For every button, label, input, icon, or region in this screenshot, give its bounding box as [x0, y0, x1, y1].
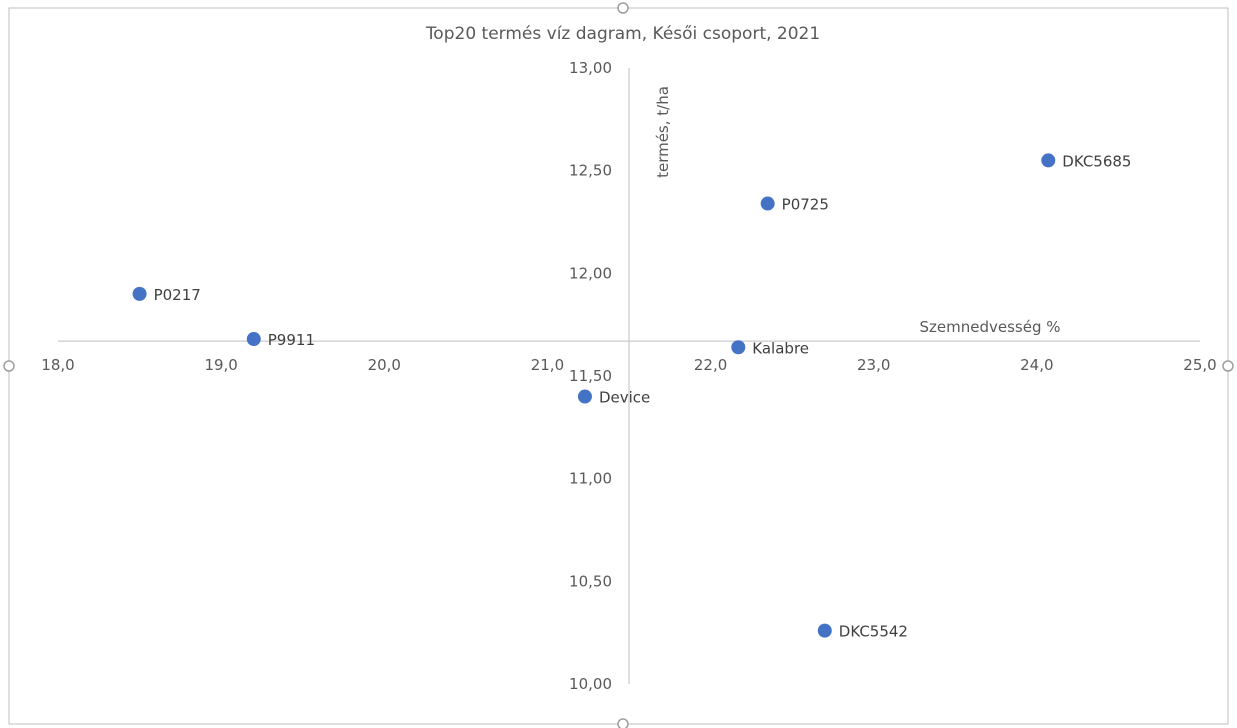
data-label: P0725: [782, 196, 829, 214]
data-label: Kalabre: [752, 339, 809, 357]
x-tick-label: 18,0: [41, 356, 74, 374]
data-point[interactable]: [132, 286, 147, 301]
data-point[interactable]: [731, 340, 746, 355]
data-point[interactable]: [760, 196, 775, 211]
y-tick-label: 12,50: [569, 162, 612, 180]
x-tick-label: 21,0: [531, 356, 564, 374]
y-tick-label: 11,00: [569, 470, 612, 488]
data-point[interactable]: [246, 332, 261, 347]
data-points: P0217 P9911 P0725 DKC5685 Kalabre Device DKC55…: [132, 152, 1131, 641]
resize-handle-right[interactable]: [1222, 360, 1234, 372]
data-label: DKC5685: [1062, 152, 1131, 170]
chart-title: Top20 termés víz dagram, Késői csoport, …: [425, 24, 820, 44]
chart-frame: [8, 7, 1229, 725]
x-tick-label: 22,0: [694, 356, 727, 374]
y-tick-label: 13,00: [569, 59, 612, 77]
data-label: Device: [599, 389, 650, 407]
x-tick-label: 19,0: [204, 356, 237, 374]
data-point[interactable]: [577, 389, 592, 404]
y-tick-label: 10,00: [569, 675, 612, 693]
y-tick-label: 11,50: [569, 367, 612, 385]
data-label: P0217: [154, 286, 201, 304]
y-tick-labels: 10,00 10,50 11,00 11,50 12,00 12,50 13,00: [569, 59, 612, 693]
data-point[interactable]: [817, 623, 832, 638]
x-tick-label: 25,0: [1183, 356, 1216, 374]
resize-handle-left[interactable]: [3, 360, 15, 372]
data-point[interactable]: [1041, 153, 1056, 168]
resize-handle-bottom[interactable]: [617, 718, 629, 728]
y-tick-label: 10,50: [569, 572, 612, 590]
data-label: DKC5542: [839, 623, 908, 641]
selection-handles[interactable]: [3, 2, 1234, 728]
x-axis-title: Szemnedvesség %: [920, 318, 1061, 336]
x-tick-label: 23,0: [857, 356, 890, 374]
y-tick-label: 12,00: [569, 264, 612, 282]
x-tick-label: 24,0: [1020, 356, 1053, 374]
y-axis-title: termés, t/ha: [654, 86, 672, 178]
x-tick-labels: 18,0 19,0 20,0 21,0 22,0 23,0 24,0 25,0: [41, 356, 1216, 374]
data-label: P9911: [268, 331, 315, 349]
x-tick-label: 20,0: [368, 356, 401, 374]
resize-handle-top[interactable]: [617, 2, 629, 14]
